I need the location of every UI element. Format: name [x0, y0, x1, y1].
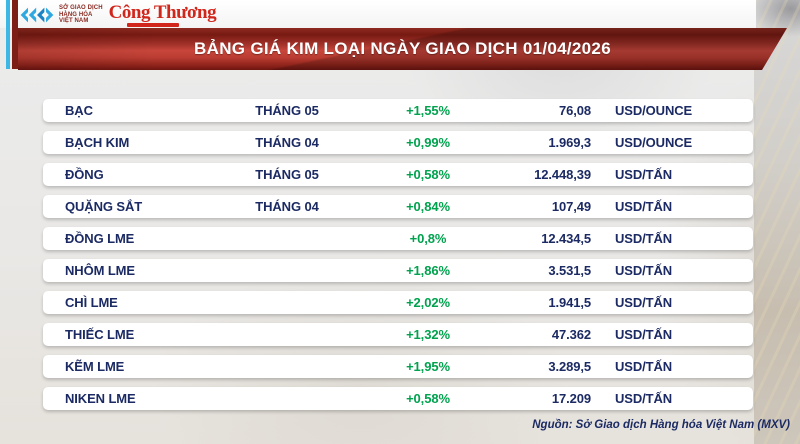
price-value: 47.362: [551, 327, 591, 342]
price-unit: USD/OUNCE: [615, 135, 693, 150]
contract-month: THÁNG 04: [255, 199, 319, 214]
commodity-name: BẠC: [65, 103, 93, 118]
table-row: BẠCH KIM THÁNG 04 +0,99% 1.969,3 USD/OUN…: [43, 131, 753, 154]
table-row: ĐỒNG THÁNG 05 +0,58% 12.448,39 USD/TẤN: [43, 163, 753, 186]
percent-change: +1,55%: [406, 103, 450, 118]
contract-month: THÁNG 05: [255, 167, 319, 182]
mxv-logo-text: SỞ GIAO DỊCH HÀNG HÓA VIỆT NAM: [59, 5, 103, 25]
congthuong-logo-title: Công Thương: [108, 2, 217, 23]
mxv-logo-icon: [20, 7, 54, 23]
commodity-name: CHÌ LME: [65, 295, 118, 310]
price-value: 12.448,39: [534, 167, 591, 182]
header-logos: SỞ GIAO DỊCH HÀNG HÓA VIỆT NAM Công Thươ…: [19, 2, 217, 28]
table-row: THIẾC LME +1,32% 47.362 USD/TẤN: [43, 323, 753, 346]
mxv-text-line3: VIỆT NAM: [59, 18, 89, 25]
background-photo-strip: [754, 0, 800, 444]
table-row: QUẶNG SẮT THÁNG 04 +0,84% 107,49 USD/TẤN: [43, 195, 753, 218]
mxv-text-line2: HÀNG HÓA: [59, 11, 93, 18]
price-value: 12.434,5: [541, 231, 591, 246]
commodity-name: THIẾC LME: [65, 327, 135, 342]
price-value: 1.941,5: [548, 295, 591, 310]
table-row: CHÌ LME +2,02% 1.941,5 USD/TẤN: [43, 291, 753, 314]
price-value: 1.969,3: [548, 135, 591, 150]
price-value: 17.209: [551, 391, 591, 406]
percent-change: +1,32%: [406, 327, 450, 342]
contract-month: [227, 259, 347, 282]
commodity-name: BẠCH KIM: [65, 135, 130, 150]
table-row: NIKEN LME +0,58% 17.209 USD/TẤN: [43, 387, 753, 410]
source-note: Nguồn: Sở Giao dịch Hàng hóa Việt Nam (M…: [532, 419, 790, 431]
commodity-name: NHÔM LME: [65, 263, 135, 278]
commodity-name: ĐỒNG LME: [65, 231, 135, 246]
percent-change: +0,84%: [406, 199, 450, 214]
maroon-stripe: [12, 0, 18, 69]
percent-change: +0,99%: [406, 135, 450, 150]
price-unit: USD/OUNCE: [615, 103, 693, 118]
price-unit: USD/TẤN: [615, 167, 673, 182]
contract-month: THÁNG 05: [255, 103, 319, 118]
table-row: NHÔM LME +1,86% 3.531,5 USD/TẤN: [43, 259, 753, 282]
price-value: 76,08: [558, 103, 591, 118]
percent-change: +1,95%: [406, 359, 450, 374]
commodity-name: KẼM LME: [65, 359, 125, 374]
percent-change: +2,02%: [406, 295, 450, 310]
contract-month: [227, 291, 347, 314]
price-table: BẠC THÁNG 05 +1,55% 76,08 USD/OUNCE BẠCH…: [43, 99, 753, 419]
price-unit: USD/TẤN: [615, 359, 673, 374]
percent-change: +1,86%: [406, 263, 450, 278]
header-band: [0, 0, 756, 28]
percent-change: +0,8%: [409, 231, 447, 246]
edge-stripes: [0, 0, 20, 69]
contract-month: THÁNG 04: [255, 135, 319, 150]
contract-month: [227, 355, 347, 378]
congthuong-tagline-bar: [126, 23, 179, 27]
commodity-name: ĐỒNG: [65, 167, 104, 182]
mxv-text-line1: SỞ GIAO DỊCH: [59, 5, 103, 12]
commodity-name: QUẶNG SẮT: [65, 199, 143, 214]
price-unit: USD/TẤN: [615, 327, 673, 342]
price-unit: USD/TẤN: [615, 295, 673, 310]
price-unit: USD/TẤN: [615, 199, 673, 214]
page-title: BẢNG GIÁ KIM LOẠI NGÀY GIAO DỊCH 01/04/2…: [194, 39, 611, 58]
percent-change: +0,58%: [406, 167, 450, 182]
title-banner: BẢNG GIÁ KIM LOẠI NGÀY GIAO DỊCH 01/04/2…: [18, 28, 787, 70]
contract-month: [227, 323, 347, 346]
commodity-name: NIKEN LME: [65, 391, 136, 406]
contract-month: [227, 387, 347, 410]
contract-month: [227, 227, 347, 250]
table-row: BẠC THÁNG 05 +1,55% 76,08 USD/OUNCE: [43, 99, 753, 122]
cyan-stripe: [6, 0, 10, 69]
percent-change: +0,58%: [406, 391, 450, 406]
price-unit: USD/TẤN: [615, 391, 673, 406]
table-row: ĐỒNG LME +0,8% 12.434,5 USD/TẤN: [43, 227, 753, 250]
price-value: 3.289,5: [548, 359, 591, 374]
price-unit: USD/TẤN: [615, 263, 673, 278]
price-value: 3.531,5: [548, 263, 591, 278]
congthuong-logo: Công Thương: [108, 2, 217, 27]
price-value: 107,49: [551, 199, 591, 214]
price-unit: USD/TẤN: [615, 231, 673, 246]
table-row: KẼM LME +1,95% 3.289,5 USD/TẤN: [43, 355, 753, 378]
